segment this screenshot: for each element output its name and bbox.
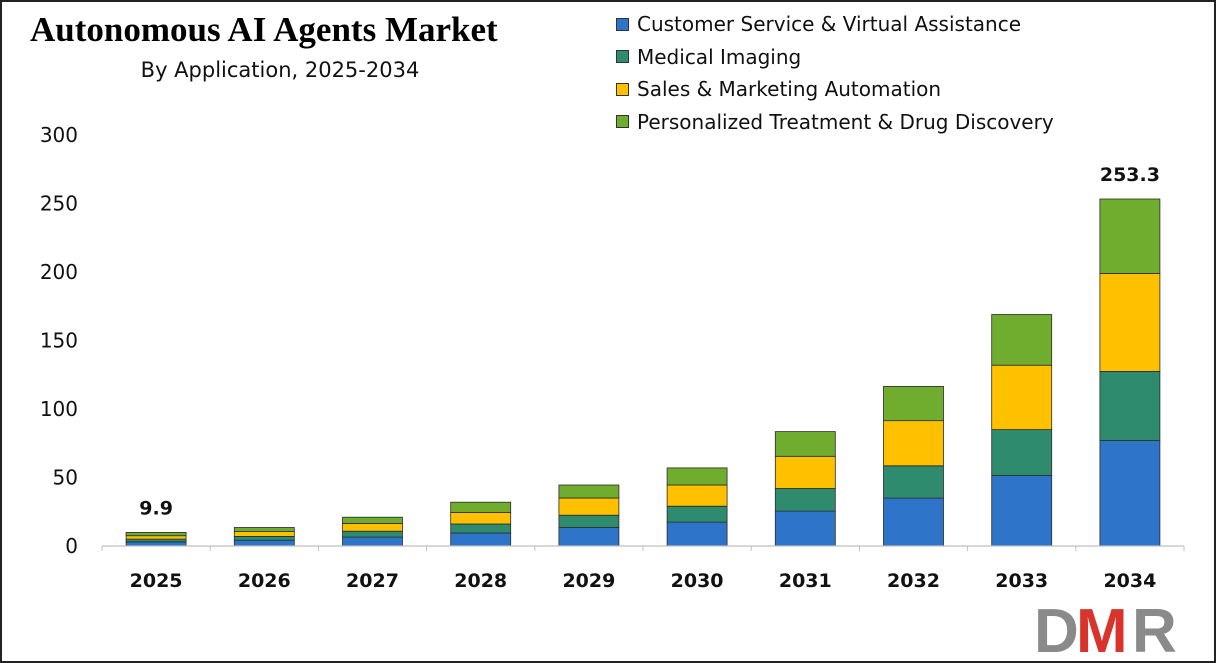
bar-segment [342, 523, 403, 532]
bar-segment [774, 488, 836, 512]
legend-label: Customer Service & Virtual Assistance [637, 12, 1022, 37]
bar-segment [450, 523, 512, 534]
bar-segment [774, 455, 836, 489]
x-tick-label: 2033 [995, 570, 1048, 592]
legend-item: Personalized Treatment & Drug Discovery [616, 106, 1054, 139]
bar-stack-2029 [558, 484, 620, 547]
bar-segment [558, 527, 620, 547]
bar-segment [233, 527, 295, 532]
y-tick-label: 0 [65, 534, 78, 558]
y-tick-label: 200 [40, 260, 78, 284]
bar-stack-2034 [1099, 198, 1161, 547]
bars [125, 198, 1161, 547]
legend-swatch [616, 82, 629, 96]
bar-stack-2025 [125, 532, 187, 547]
bar-segment [666, 484, 728, 507]
bar-stack-2033 [991, 314, 1053, 547]
bar-segment [883, 420, 944, 467]
bar-segment [233, 531, 295, 537]
bar-segment [774, 510, 836, 547]
data-label: 9.9 [139, 497, 173, 519]
y-tick-label: 50 [53, 466, 78, 490]
y-tick-label: 150 [40, 329, 78, 353]
bar-segment [774, 431, 836, 457]
bar-segment [991, 314, 1053, 366]
bar-segment [233, 536, 295, 541]
bar-segment [883, 465, 944, 499]
bar-segment [450, 511, 512, 525]
x-tick-label: 2031 [779, 570, 832, 592]
svg-text:M: M [1076, 598, 1125, 656]
bar-stack-2027 [342, 516, 403, 547]
svg-text:D: D [1034, 598, 1077, 656]
x-tick-label: 2032 [887, 570, 940, 592]
data-label: 253.3 [1100, 164, 1160, 186]
bar-segment [883, 385, 944, 422]
bar-stack-2030 [666, 467, 728, 547]
bar-segment [883, 497, 944, 547]
data-labels: 9.9 253.3 [139, 164, 1160, 519]
bar-segment [233, 539, 295, 547]
bar-stack-2026 [233, 527, 295, 547]
bar-stack-2031 [774, 431, 836, 547]
bar-segment [991, 364, 1053, 431]
legend-item: Sales & Marketing Automation [616, 73, 1054, 106]
chart-subtitle: By Application, 2025-2034 [140, 58, 420, 82]
legend-label: Sales & Marketing Automation [637, 77, 942, 102]
x-tick-label: 2028 [454, 570, 507, 592]
x-tick-label: 2034 [1103, 570, 1156, 592]
legend-item: Customer Service & Virtual Assistance [616, 8, 1054, 41]
legend-swatch [616, 115, 629, 129]
bar-segment [342, 530, 403, 538]
legend-item: Medical Imaging [616, 41, 1054, 74]
bar-segment [125, 538, 187, 543]
legend-label: Medical Imaging [637, 44, 802, 69]
bar-segment [125, 541, 187, 547]
x-tick-label: 2025 [130, 570, 183, 592]
x-axis: 2025 2026 2027 2028 2029 2030 2031 2032 2033 2034 [101, 545, 1185, 592]
bar-segment [125, 532, 187, 537]
bar-segment [450, 532, 512, 547]
bar-segment [558, 514, 620, 528]
bar-stack-2028 [450, 501, 512, 547]
x-tick-label: 2029 [562, 570, 615, 592]
bar-segment [342, 536, 403, 547]
bar-segment [1099, 198, 1161, 274]
bar-segment [1099, 370, 1161, 441]
bar-segment [991, 429, 1053, 476]
y-tick-label: 300 [40, 123, 78, 147]
bar-segment [1099, 272, 1161, 372]
x-tick-label: 2030 [671, 570, 724, 592]
svg-text:R: R [1132, 598, 1176, 656]
legend-swatch [616, 50, 629, 64]
bar-segment [666, 521, 728, 547]
x-tick-label: 2027 [346, 570, 399, 592]
bar-segment [1099, 440, 1161, 547]
legend-swatch [616, 17, 629, 31]
bar-segment [558, 484, 620, 499]
bar-segment [450, 501, 512, 513]
dmr-logo: D M R [1034, 598, 1179, 656]
y-tick-label: 100 [40, 397, 78, 421]
y-axis: 0 50 100 150 200 250 300 [40, 123, 78, 558]
chart-title: Autonomous AI Agents Market [30, 10, 498, 49]
bar-stack-2032 [883, 385, 944, 547]
bar-segment [991, 474, 1053, 547]
bar-segment [125, 535, 187, 540]
bar-segment [666, 505, 728, 523]
x-tick-label: 2026 [238, 570, 291, 592]
bar-segment [666, 467, 728, 486]
bar-segment [342, 516, 403, 524]
legend-label: Personalized Treatment & Drug Discovery [637, 109, 1054, 134]
y-tick-label: 250 [40, 192, 78, 216]
chart-legend: Customer Service & Virtual Assistance Med… [616, 8, 1054, 138]
bar-segment [558, 497, 620, 516]
